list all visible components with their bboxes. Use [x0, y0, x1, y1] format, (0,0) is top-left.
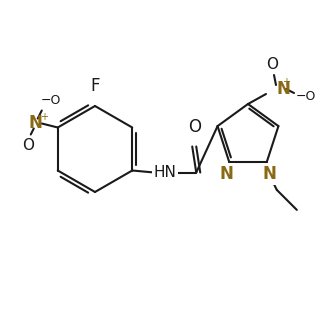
- Text: N: N: [263, 165, 277, 183]
- Text: −O: −O: [296, 89, 316, 102]
- Text: −O: −O: [41, 95, 61, 107]
- Text: O: O: [22, 138, 34, 153]
- Text: +: +: [40, 111, 48, 122]
- Text: N: N: [29, 115, 43, 133]
- Text: O: O: [266, 57, 278, 72]
- Text: O: O: [188, 117, 201, 136]
- Text: N: N: [276, 80, 290, 98]
- Text: N: N: [219, 165, 233, 183]
- Text: F: F: [90, 77, 100, 95]
- Text: +: +: [282, 77, 290, 87]
- Text: HN: HN: [154, 165, 177, 180]
